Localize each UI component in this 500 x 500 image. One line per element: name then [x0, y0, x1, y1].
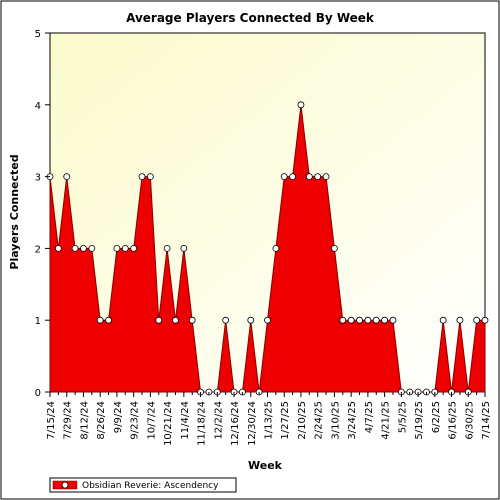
- data-point: [63, 173, 71, 181]
- data-point: [88, 244, 96, 252]
- x-tick-label: 5/19/25: [414, 401, 425, 440]
- y-tick-label: 5: [35, 29, 41, 40]
- x-tick-label: 1/13/25: [264, 401, 275, 440]
- data-point: [372, 316, 380, 324]
- y-tick-label: 1: [35, 316, 41, 327]
- x-tick-label: 4/7/25: [364, 401, 375, 433]
- x-tick-label: 5/5/25: [397, 401, 408, 433]
- data-point: [381, 316, 389, 324]
- data-point: [130, 244, 138, 252]
- x-tick-label: 12/2/24: [213, 401, 224, 440]
- x-tick-label: 2/24/25: [314, 401, 325, 440]
- y-axis: 0 1 2 3 4 5: [35, 29, 50, 399]
- legend-label: Obsidian Reverie: Ascendency: [82, 481, 219, 491]
- data-point: [264, 316, 271, 324]
- y-tick-label: 0: [35, 388, 41, 399]
- legend: Obsidian Reverie: Ascendency: [49, 477, 237, 493]
- x-tick-label: 4/21/25: [381, 401, 392, 440]
- x-tick-label: 10/21/24: [163, 401, 174, 446]
- x-axis-label: Week: [248, 459, 283, 472]
- x-tick-label: 1/27/25: [280, 401, 291, 440]
- x-tick-label: 9/23/24: [130, 401, 141, 440]
- x-tick-label: 10/7/24: [146, 401, 157, 440]
- x-tick-label: 11/4/24: [180, 401, 191, 440]
- data-point: [272, 244, 280, 252]
- chart-title: Average Players Connected By Week: [126, 11, 375, 25]
- legend-box: [49, 477, 237, 493]
- data-point: [222, 316, 230, 324]
- x-tick-label: 12/16/24: [230, 401, 241, 446]
- x-tick-label: 6/16/25: [448, 401, 459, 440]
- x-tick-label: 9/9/24: [113, 401, 124, 433]
- data-point: [105, 316, 112, 324]
- data-point: [481, 316, 489, 324]
- data-point: [456, 316, 464, 324]
- data-point: [314, 173, 322, 181]
- x-tick-label: 7/15/24: [46, 401, 57, 440]
- data-point: [138, 173, 146, 181]
- data-point: [305, 173, 313, 181]
- x-tick-label: 12/30/24: [247, 401, 258, 446]
- data-point: [180, 244, 188, 252]
- data-point: [247, 316, 255, 324]
- x-tick-label: 7/14/25: [481, 401, 492, 440]
- x-tick-label: 11/18/24: [197, 401, 208, 446]
- y-tick-label: 4: [35, 101, 41, 112]
- data-point: [121, 244, 129, 252]
- data-point: [364, 316, 372, 324]
- data-point: [188, 316, 196, 324]
- data-point: [80, 244, 87, 252]
- data-point: [339, 316, 347, 324]
- data-point: [322, 173, 330, 181]
- x-tick-label: 6/2/25: [431, 401, 442, 433]
- x-tick-label: 7/29/24: [63, 401, 74, 440]
- x-tick-label: 3/10/25: [330, 401, 341, 440]
- x-tick-label: 6/30/25: [464, 401, 475, 440]
- data-point: [163, 244, 171, 252]
- data-point: [113, 244, 121, 252]
- data-point: [146, 173, 154, 181]
- y-tick-label: 3: [35, 173, 41, 184]
- y-tick-label: 2: [35, 244, 41, 255]
- data-point: [297, 101, 305, 109]
- data-point: [347, 316, 355, 324]
- data-point: [473, 316, 481, 324]
- x-tick-label: 8/12/24: [79, 401, 90, 440]
- data-point: [71, 244, 79, 252]
- data-point: [172, 316, 179, 324]
- data-point: [54, 244, 62, 252]
- data-point: [389, 316, 397, 324]
- x-tick-label: 2/10/25: [297, 401, 308, 440]
- legend-marker: [61, 481, 69, 489]
- data-point: [289, 173, 296, 181]
- data-point: [155, 316, 163, 324]
- data-point: [96, 316, 104, 324]
- data-point: [356, 316, 363, 324]
- x-axis: 7/15/24 7/29/24 8/12/24 8/26/24 9/9/24 9/23/2…: [46, 392, 492, 446]
- x-tick-label: 3/24/25: [347, 401, 358, 440]
- data-point: [439, 316, 447, 324]
- y-axis-label: Players Connected: [8, 154, 21, 269]
- data-point: [331, 244, 338, 252]
- data-point: [280, 173, 288, 181]
- x-tick-label: 8/26/24: [96, 401, 107, 440]
